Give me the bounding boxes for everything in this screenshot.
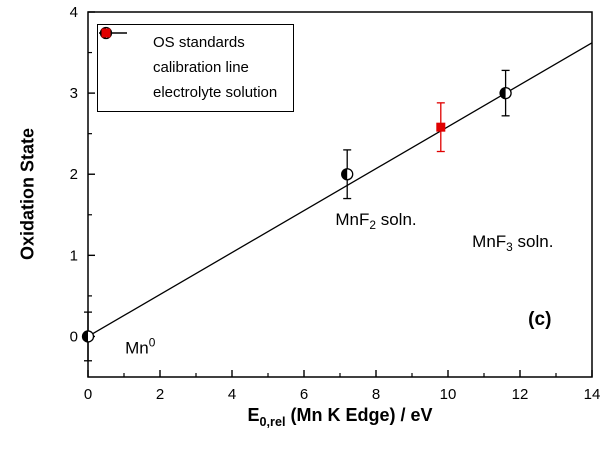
legend-label: electrolyte solution [153, 84, 278, 101]
line-sample-icon [99, 32, 140, 76]
x-tick-label: 14 [584, 386, 601, 403]
x-axis-title-sub: 0,rel [259, 414, 286, 429]
y-tick-label: 3 [70, 85, 78, 102]
x-tick-label: 10 [440, 386, 457, 403]
os-standard-marker-half [82, 330, 88, 342]
x-tick-label: 2 [156, 386, 164, 403]
legend-label: calibration line [153, 59, 249, 76]
legend-item-calibration-line: calibration line [99, 32, 277, 77]
legend-item-electrolyte-solution: electrolyte solution [101, 28, 278, 102]
y-tick-label: 0 [70, 328, 78, 345]
x-tick-label: 12 [512, 386, 529, 403]
y-tick-label: 1 [70, 247, 78, 264]
os-standard-marker-half [341, 168, 348, 180]
legend-item-os-standards: OS standards [99, 26, 277, 52]
y-tick-label: 2 [70, 166, 78, 183]
legend: OS standards calibration line electrolyt… [97, 24, 295, 112]
red-square-icon [101, 28, 140, 101]
x-axis-title: E0,rel (Mn K Edge) / eV [248, 405, 433, 429]
annotation: MnF3 soln. [472, 231, 554, 255]
x-tick-label: 0 [84, 386, 92, 403]
os-standard-marker-half [500, 87, 506, 99]
electrolyte-marker [436, 122, 446, 132]
x-tick-label: 4 [228, 386, 236, 403]
x-tick-label: 6 [300, 386, 308, 403]
y-axis-title: Oxidation State [17, 127, 38, 261]
legend-label: OS standards [153, 34, 245, 51]
x-axis-title-pre: E [247, 405, 260, 426]
x-tick-label: 8 [372, 386, 380, 403]
annotation: Mn0 [125, 335, 156, 358]
y-tick-label: 4 [70, 4, 78, 21]
x-axis-title-post: (Mn K Edge) / eV [285, 405, 433, 426]
annotation: (c) [528, 309, 552, 331]
annotation: MnF2 soln. [335, 210, 417, 233]
